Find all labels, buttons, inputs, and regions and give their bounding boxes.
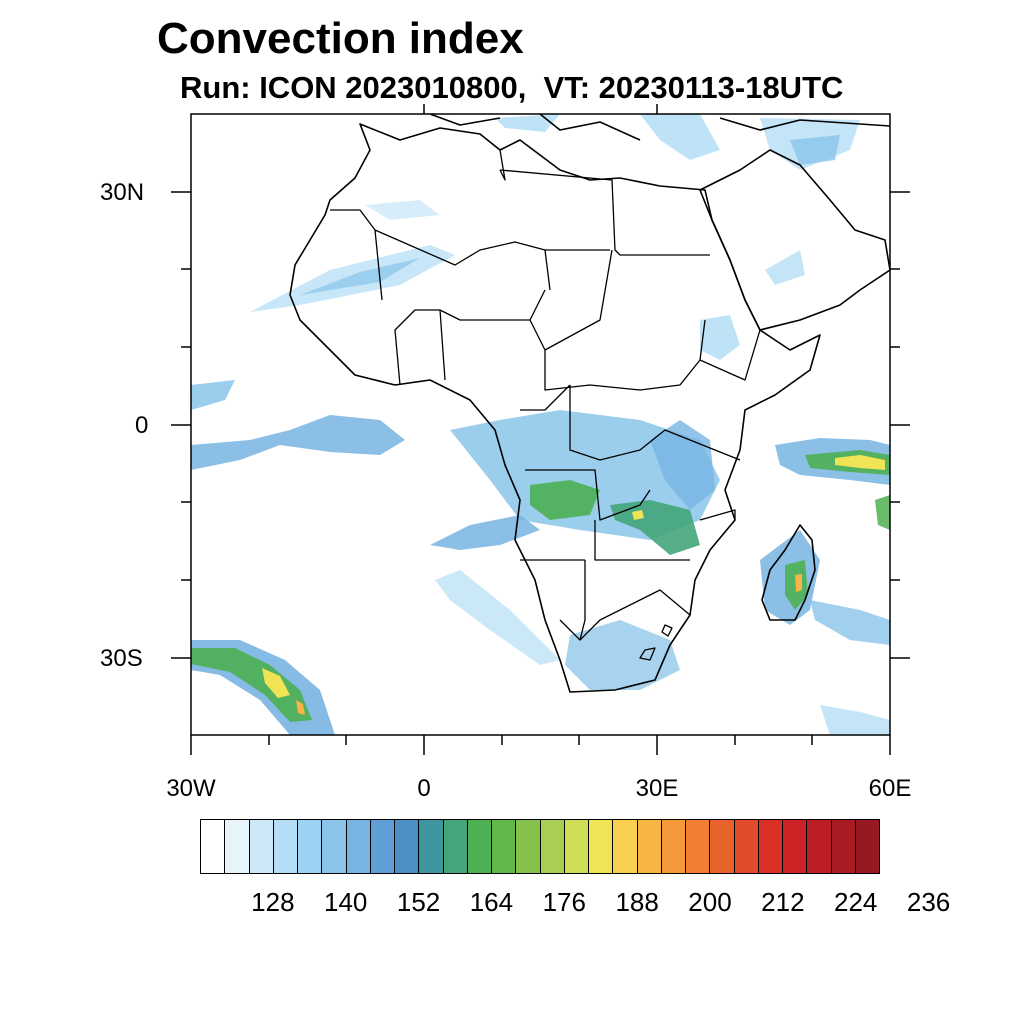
axis-ticks — [171, 104, 910, 755]
convection-field — [191, 114, 890, 735]
colorbar-swatch — [563, 819, 588, 874]
convection-area-arabia-2 — [790, 135, 840, 165]
lon-label-60e: 60E — [868, 775, 912, 802]
colorbar-swatch — [200, 819, 225, 874]
colorbar-label: 152 — [396, 887, 441, 917]
convection-area-mediterranean-2 — [640, 114, 720, 160]
convection-area-indian-ocean-east — [875, 495, 890, 530]
convection-area-sw-atlantic-orange — [296, 700, 305, 715]
colorbar-swatch — [733, 819, 758, 874]
colorbar-swatch — [442, 819, 467, 874]
colorbar-swatch — [782, 819, 807, 874]
colorbar-swatch — [297, 819, 322, 874]
colorbar-swatch — [491, 819, 516, 874]
colorbar-label: 176 — [542, 887, 586, 917]
colorbar-swatch — [321, 819, 346, 874]
convection-area-sw-atlantic-core — [191, 648, 312, 722]
colorbar-swatch — [709, 819, 734, 874]
lon-label-30w: 30W — [166, 775, 216, 802]
madagascar-coastline — [761, 524, 816, 621]
map-title: Convection index — [157, 14, 524, 63]
colorbar-label: 128 — [251, 887, 295, 917]
convection-area-indian-ocean-south — [810, 600, 890, 645]
convection-area-south-africa — [565, 620, 680, 690]
colorbar-label: 212 — [761, 887, 805, 917]
arabia-coastline — [699, 149, 890, 331]
colorbar-label: 224 — [834, 887, 878, 917]
colorbar-swatch — [636, 819, 661, 874]
colorbar-label: 164 — [469, 887, 514, 917]
convection-area-congo-core — [530, 480, 600, 520]
colorbar-swatch — [515, 819, 540, 874]
convection-area-south-atlantic-2 — [435, 570, 560, 665]
colorbar-swatch — [466, 819, 491, 874]
colorbar-swatch — [369, 819, 394, 874]
convection-area-indian-ocean-yellow — [835, 455, 885, 470]
colorbar-swatch — [660, 819, 685, 874]
lon-label-0: 0 — [417, 775, 431, 802]
colorbar-swatch — [685, 819, 710, 874]
colorbar-label: 236 — [906, 887, 951, 917]
colorbar-swatch — [418, 819, 443, 874]
map-subtitle: Run: ICON 2023010800, VT: 20230113-18UTC — [180, 70, 844, 105]
lat-label-0: 0 — [135, 412, 149, 439]
convection-area-ethiopia — [700, 315, 740, 360]
convection-area-east-africa — [650, 420, 715, 510]
convection-area-mediterranean — [495, 114, 560, 132]
colorbar-label: 140 — [324, 887, 368, 917]
colorbar-swatch — [539, 819, 564, 874]
colorbar-swatch — [394, 819, 419, 874]
colorbar-swatch — [248, 819, 273, 874]
colorbar-swatch — [854, 819, 880, 874]
convection-area-sahara-band-3 — [365, 200, 440, 220]
convection-area-yellow-cell — [632, 510, 644, 520]
convection-area-east-sahel — [765, 250, 805, 285]
convection-area-sw-atlantic-yellow — [262, 668, 290, 698]
convection-area-south-east — [820, 705, 890, 735]
colorbar-swatch — [272, 819, 297, 874]
convection-area-madagascar-yellow — [795, 574, 802, 592]
lat-label-30n: 30N — [100, 179, 145, 206]
mediterranean-north-coast — [429, 114, 890, 141]
lon-label-30e: 30E — [635, 775, 679, 802]
colorbar-swatch — [806, 819, 831, 874]
colorbar-swatch — [830, 819, 855, 874]
border-loops — [639, 624, 673, 661]
colorbar-label: 188 — [615, 887, 659, 917]
convection-area-atlantic-equator — [191, 415, 405, 470]
convection-area-sahara-band-2 — [300, 258, 420, 295]
colorbar-swatch — [757, 819, 782, 874]
lat-label-30s: 30S — [100, 645, 143, 672]
colorbar — [200, 819, 880, 874]
colorbar-swatch — [612, 819, 637, 874]
convection-area-south-atlantic — [430, 515, 540, 550]
colorbar-swatch — [224, 819, 249, 874]
convection-area-atlantic-north — [191, 380, 235, 410]
coastlines — [289, 114, 890, 693]
colorbar-swatch — [345, 819, 370, 874]
country-borders — [330, 149, 761, 641]
africa-coastline — [289, 123, 821, 693]
colorbar-swatch — [588, 819, 613, 874]
colorbar-label: 200 — [688, 887, 732, 917]
